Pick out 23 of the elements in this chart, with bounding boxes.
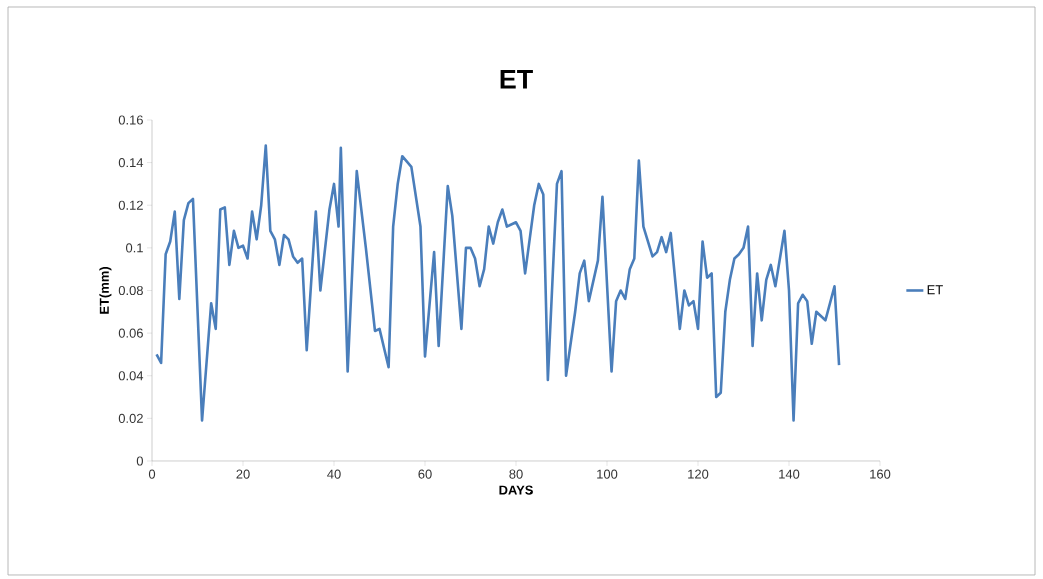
x-tick-label: 80 xyxy=(509,469,523,479)
y-tick-label: 0.06 xyxy=(118,328,143,338)
x-tick-label: 20 xyxy=(236,469,250,479)
y-tick-label: 0.1 xyxy=(125,243,143,253)
x-tick-label: 40 xyxy=(327,469,341,479)
x-tick-label: 140 xyxy=(779,469,800,479)
x-axis-title: DAYS xyxy=(499,485,533,495)
legend-label: ET xyxy=(927,285,943,295)
y-tick-label: 0.16 xyxy=(118,115,143,125)
chart-title: ET xyxy=(500,69,533,89)
y-tick-label: 0.04 xyxy=(118,371,144,381)
y-tick-label: 0 xyxy=(136,456,143,466)
y-axis-title: ET(mm) xyxy=(99,267,112,314)
x-tick-label: 120 xyxy=(688,469,709,479)
y-tick-label: 0.14 xyxy=(118,158,144,168)
y-tick-label: 0.02 xyxy=(118,413,143,423)
x-tick-label: 160 xyxy=(870,469,891,479)
y-tick-label: 0.08 xyxy=(118,285,143,296)
x-tick-label: 100 xyxy=(597,469,618,479)
y-tick-label: 0.12 xyxy=(118,200,143,210)
line-series xyxy=(155,144,841,422)
x-tick-label: 0 xyxy=(148,469,156,479)
x-tick-label: 60 xyxy=(418,469,432,479)
